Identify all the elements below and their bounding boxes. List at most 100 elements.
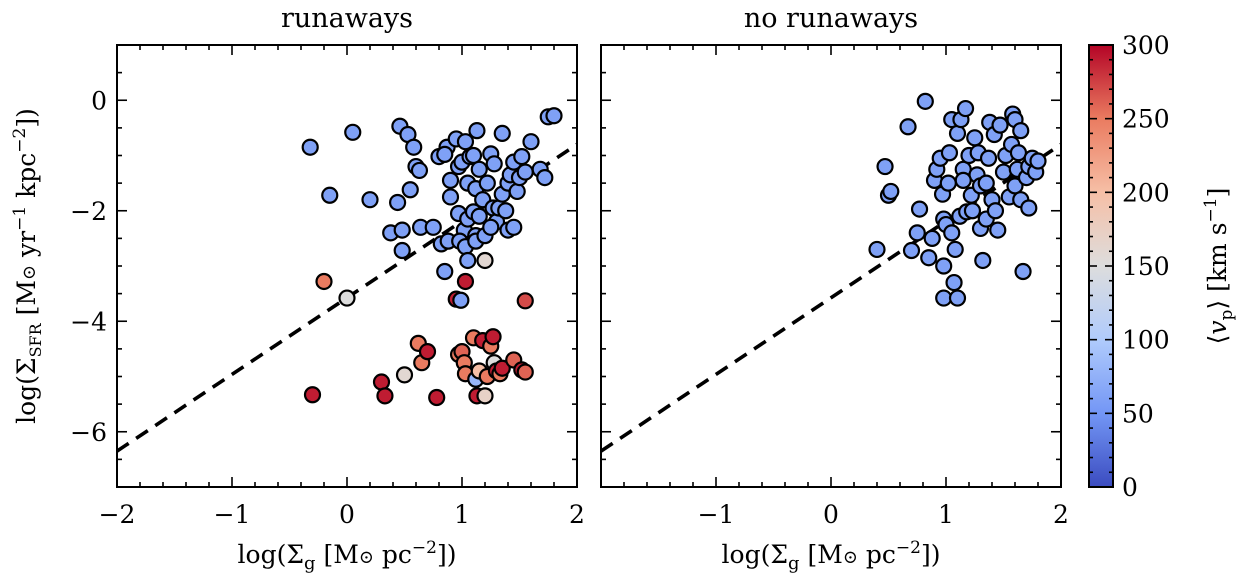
data-point [883, 184, 898, 199]
data-point [975, 253, 990, 268]
colorbar-tick-label: 50 [1122, 399, 1154, 428]
data-point [469, 123, 484, 138]
data-point [967, 130, 982, 145]
data-point [510, 184, 525, 199]
y-tick-label: 0 [91, 86, 107, 115]
colorbar-tick-label: 200 [1122, 178, 1170, 207]
plot-frame [117, 45, 577, 487]
y-axis-label: log(ΣSFR [M⊙ yr−1 kpc−2]) [10, 108, 45, 424]
data-point [981, 151, 996, 166]
data-point [453, 293, 468, 308]
colorbar-tick-label: 250 [1122, 105, 1170, 134]
data-point [498, 203, 513, 218]
data-point [956, 173, 971, 188]
data-point [921, 250, 936, 265]
data-point [478, 253, 493, 268]
colorbar-tick-label: 0 [1122, 473, 1138, 502]
data-point [377, 388, 392, 403]
x-tick-label: 0 [823, 500, 839, 529]
fit-line [601, 144, 1061, 451]
colorbar-tick-label: 100 [1122, 326, 1170, 355]
data-point [395, 243, 410, 258]
x-tick-label: −1 [698, 500, 735, 529]
data-point [420, 344, 435, 359]
data-point [426, 220, 441, 235]
data-point [1013, 123, 1028, 138]
data-point [390, 195, 405, 210]
data-point [918, 94, 933, 109]
data-point [480, 176, 495, 191]
data-point [904, 243, 919, 258]
data-point [518, 365, 533, 380]
panel-title: no runaways [744, 3, 918, 34]
colorbar-label: ⟨vp⟩ [km s−1] [1201, 188, 1237, 345]
data-point [1031, 154, 1046, 169]
data-point [495, 126, 510, 141]
data-point [941, 176, 956, 191]
data-point [996, 165, 1011, 180]
data-point [524, 134, 539, 149]
data-point [912, 202, 927, 217]
data-point [345, 125, 360, 140]
data-point [437, 147, 452, 162]
panel-no-runaways: no runaways −1 0 1 2 log(Σg [M⊙ pc−2]) [601, 3, 1069, 574]
x-tick-label: 2 [1053, 500, 1069, 529]
data-point [1016, 264, 1031, 279]
data-point [406, 140, 421, 155]
data-point [429, 390, 444, 405]
data-point [910, 225, 925, 240]
data-point [518, 165, 533, 180]
data-point [936, 259, 951, 274]
data-point [322, 188, 337, 203]
data-point [942, 145, 957, 160]
y-tick-label: −4 [70, 307, 107, 336]
data-point [458, 274, 473, 289]
data-point [993, 118, 1008, 133]
data-point [950, 291, 965, 306]
x-axis-label: log(Σg [M⊙ pc−2]) [722, 538, 941, 574]
x-tick-label: −1 [214, 500, 251, 529]
data-point [395, 223, 410, 238]
data-point [514, 149, 529, 164]
data-point [403, 182, 418, 197]
plot-frame [601, 45, 1061, 487]
x-tick-label: 0 [339, 500, 355, 529]
data-point [487, 156, 502, 171]
x-tick-label: −2 [99, 500, 136, 529]
data-point [518, 293, 533, 308]
x-tick-label: 1 [454, 500, 470, 529]
data-point [412, 163, 427, 178]
data-point [506, 220, 521, 235]
data-point [397, 367, 412, 382]
data-point [965, 203, 980, 218]
x-axis-label: log(Σg [M⊙ pc−2]) [238, 538, 457, 574]
data-point [925, 231, 940, 246]
data-point [878, 159, 893, 174]
data-point [305, 387, 320, 402]
x-tick-label: 2 [569, 500, 585, 529]
data-point [443, 173, 458, 188]
data-point [363, 192, 378, 207]
data-point [443, 189, 458, 204]
panel-title: runaways [281, 3, 413, 34]
data-point [460, 253, 475, 268]
data-point [537, 170, 552, 185]
data-point [947, 275, 962, 290]
data-point [547, 108, 562, 123]
data-point [374, 375, 389, 390]
data-point [486, 329, 501, 344]
colorbar-tick-label: 300 [1122, 31, 1170, 60]
x-tick-label: 1 [938, 500, 954, 529]
data-point [944, 225, 959, 240]
data-point [950, 126, 965, 141]
data-point [948, 242, 963, 257]
data-point [472, 162, 487, 177]
y-tick-label: −6 [70, 418, 107, 447]
data-point [988, 203, 1003, 218]
data-point [483, 220, 498, 235]
data-point [340, 291, 355, 306]
data-point [990, 223, 1005, 238]
y-tick-label: −2 [70, 197, 107, 226]
data-point [901, 119, 916, 134]
